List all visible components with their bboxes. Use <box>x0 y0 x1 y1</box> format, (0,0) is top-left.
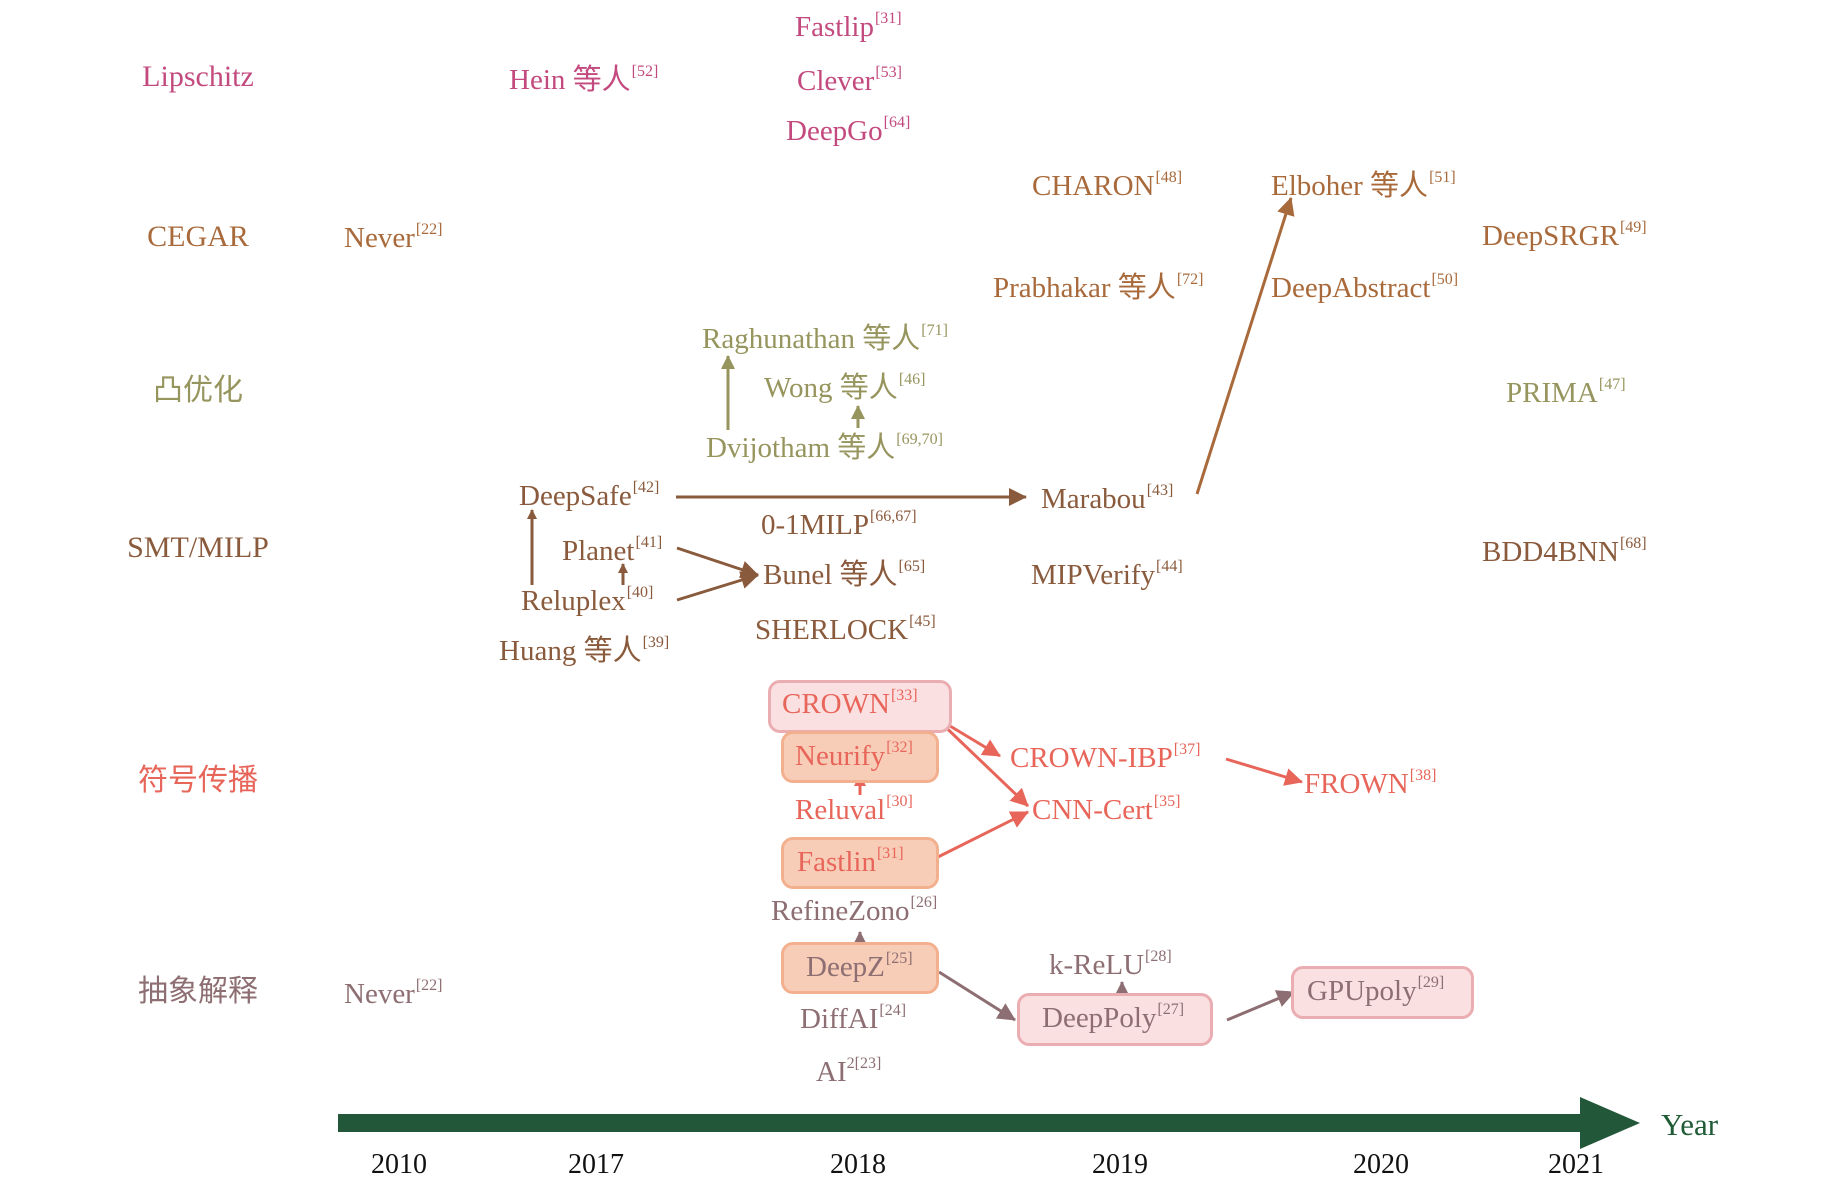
item-reluval: Reluval[30] <box>795 793 913 826</box>
item-diffai: DiffAI[24] <box>800 1002 907 1035</box>
item-0-1milp: 0-1MILP[66,67] <box>761 508 917 541</box>
item-deepsrgr: DeepSRGR[49] <box>1482 219 1647 252</box>
item-neurify: Neurify[32] <box>795 739 913 772</box>
item-sherlock: SHERLOCK[45] <box>755 613 936 646</box>
item-charon: CHARON[48] <box>1032 169 1183 202</box>
item-ai2: AI2[23] <box>816 1055 882 1088</box>
arrow-fastlin-cnncert <box>927 810 1029 864</box>
axis-label-year: Year <box>1661 1107 1719 1142</box>
item-raghunathan: Raghunathan 等人[71] <box>702 322 948 355</box>
box-deepz <box>781 942 939 994</box>
arrow-crown-cnncert <box>933 715 1030 808</box>
year-label-2010: 2010 <box>371 1149 427 1180</box>
category-symbolic-propagation: 符号传播 <box>138 764 258 797</box>
box-neurify <box>781 731 939 783</box>
item-mipverify: MIPVerify[44] <box>1031 558 1183 591</box>
item-huang: Huang 等人[39] <box>499 634 670 667</box>
item-never-ai: Never[22] <box>344 977 443 1010</box>
arrow-marabou-elboher <box>1195 197 1295 495</box>
arrow-crownibp-frown <box>1225 757 1303 786</box>
item-bdd4bnn: BDD4BNN[68] <box>1482 535 1647 568</box>
arrow-reluplex-bunel <box>676 571 759 602</box>
category-abstract-interpretation: 抽象解释 <box>138 975 258 1008</box>
item-fastlin: Fastlin[31] <box>797 845 904 878</box>
item-never-cegar: Never[22] <box>344 221 443 254</box>
box-gpupoly <box>1291 966 1474 1019</box>
category-lipschitz: Lipschitz <box>142 60 254 93</box>
item-bunel: Bunel 等人[65] <box>763 558 926 591</box>
item-deepabstract: DeepAbstract[50] <box>1271 271 1459 304</box>
item-fastlip: Fastlip[31] <box>795 10 902 43</box>
year-label-2021: 2021 <box>1548 1149 1604 1180</box>
item-reluplex: Reluplex[40] <box>521 584 654 617</box>
arrow-deeppoly-gpupoly <box>1226 990 1295 1022</box>
category-smt-milp: SMT/MILP <box>127 531 269 564</box>
item-deepsafe: DeepSafe[42] <box>519 479 660 512</box>
year-label-2020: 2020 <box>1353 1149 1409 1180</box>
item-wong: Wong 等人[46] <box>764 371 926 404</box>
year-label-2018: 2018 <box>830 1149 886 1180</box>
year-label-2019: 2019 <box>1092 1149 1148 1180</box>
item-deeppoly: DeepPoly[27] <box>1042 1001 1185 1034</box>
item-crown: CROWN[33] <box>782 687 918 720</box>
year-label-2017: 2017 <box>568 1149 624 1180</box>
item-prima: PRIMA[47] <box>1506 376 1626 409</box>
category-cegar: CEGAR <box>147 220 249 253</box>
timeline-arrowhead <box>1580 1097 1640 1149</box>
item-prabhakar: Prabhakar 等人[72] <box>993 271 1204 304</box>
item-deepz: DeepZ[25] <box>806 950 913 983</box>
item-dvijotham: Dvijotham 等人[69,70] <box>706 431 943 464</box>
category-convex-optimization: 凸优化 <box>153 374 243 407</box>
item-marabou: Marabou[43] <box>1041 482 1174 515</box>
arrow-planet-bunel <box>676 546 759 579</box>
box-deeppoly <box>1017 993 1213 1046</box>
item-frown: FROWN[38] <box>1304 767 1437 800</box>
box-fastlin <box>781 837 939 889</box>
item-k-relu: k-ReLU[28] <box>1049 948 1172 981</box>
item-elboher: Elboher 等人[51] <box>1271 169 1456 202</box>
item-planet: Planet[41] <box>562 534 663 567</box>
arrow-deepz-deeppoly <box>938 970 1016 1022</box>
item-refinezono: RefineZono[26] <box>771 894 938 927</box>
item-crown-ibp: CROWN-IBP[37] <box>1010 741 1201 774</box>
item-deepgo: DeepGo[64] <box>786 114 911 147</box>
item-cnn-cert: CNN-Cert[35] <box>1032 793 1181 826</box>
item-gpupoly: GPUpoly[29] <box>1307 974 1445 1007</box>
item-clever: Clever[53] <box>797 64 902 97</box>
item-hein: Hein 等人[52] <box>509 63 659 96</box>
